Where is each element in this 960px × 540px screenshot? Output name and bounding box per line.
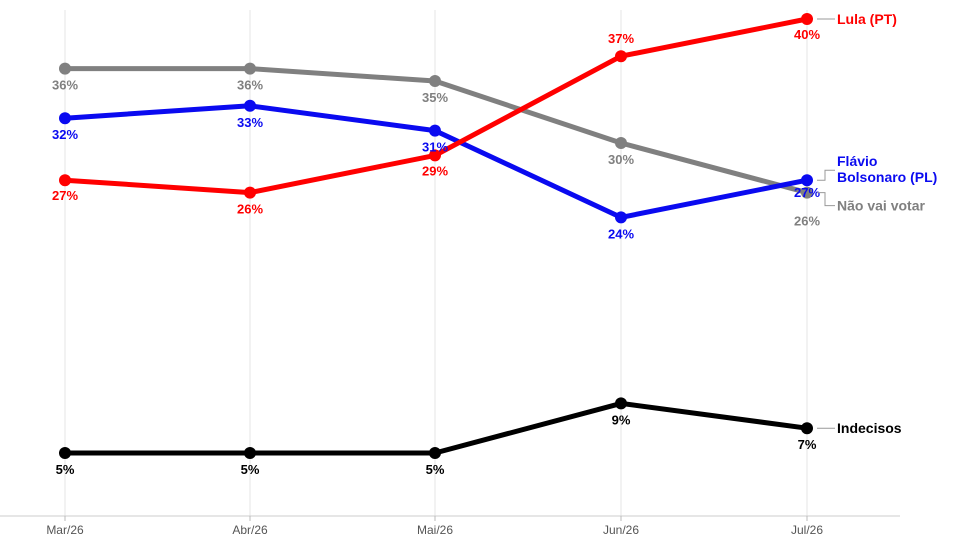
data-point [801,13,813,25]
data-point [429,75,441,87]
data-label: 33% [237,115,263,130]
data-point [244,62,256,75]
data-point [244,99,256,112]
series-label-flavio-line2: Bolsonaro (PL) [837,169,937,185]
data-label: 26% [237,202,263,217]
data-point [429,124,441,137]
data-label: 29% [422,163,448,178]
data-point [801,186,813,199]
data-point [429,149,441,162]
data-label: 30% [608,152,634,167]
data-label: 5% [426,462,445,477]
data-point [429,447,441,459]
data-point [615,211,627,224]
data-label: 36% [52,78,78,93]
data-label: 36% [237,78,263,93]
data-label: 5% [241,462,260,477]
x-tick-label: Jul/26 [791,523,823,537]
data-point [59,62,71,75]
label-leader-line [817,192,835,207]
data-label: 27% [794,185,820,200]
label-leader-line [817,169,835,181]
data-point [801,422,813,435]
x-axis-ticks: Mar/26 Abr/26 Mai/26 Jun/26 Jul/26 [46,516,823,537]
data-label: 31% [422,140,448,155]
x-tick-label: Mar/26 [46,523,84,537]
data-label: 24% [608,226,634,241]
x-tick-label: Abr/26 [232,523,268,537]
data-label: 37% [608,31,634,46]
chart-gridlines [64,10,808,516]
data-label: 9% [612,412,631,427]
data-point [801,174,813,187]
data-point [244,186,256,199]
x-tick-label: Mai/26 [417,523,453,537]
series-points [59,13,813,459]
data-label: 5% [56,462,75,477]
x-tick-label: Jun/26 [603,523,639,537]
series-line [62,400,810,456]
series-label-lula: Lula (PT) [837,11,897,27]
data-point [615,137,627,149]
data-point [244,447,256,459]
data-labels: 27% 26% 29% 37% 40% 32% 33% 31% 24% 27% 36% 36% 35% 3… [52,27,820,477]
data-point [59,447,71,459]
data-label: 32% [52,127,78,142]
data-label: 35% [422,90,448,105]
data-point [615,50,627,63]
data-label: 7% [798,437,817,452]
data-label: 26% [794,214,820,229]
data-point [615,397,627,410]
data-point [59,112,71,125]
series-label-nao-vai-votar: Não vai votar [837,198,925,214]
data-point [59,174,71,187]
data-label: 27% [52,188,78,203]
series-label-flavio: Flávio [837,153,877,169]
data-label: 40% [794,27,820,42]
series-label-indecisos: Indecisos [837,420,902,436]
